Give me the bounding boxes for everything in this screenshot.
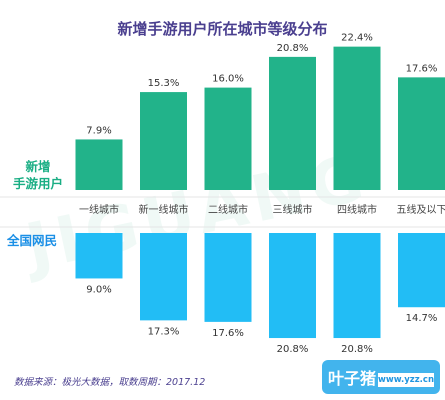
bar-bottom-value-3: 17.6% — [212, 328, 244, 339]
bar-bottom-3 — [204, 233, 252, 322]
bar-top-value-1: 7.9% — [86, 125, 111, 136]
bar-bottom-value-5: 20.8% — [341, 344, 373, 355]
bar-bottom-1 — [75, 233, 123, 279]
watermark-url: www.yzz.cn — [378, 373, 434, 387]
category-label-3: 二线城市 — [208, 203, 248, 216]
top-series-label: 新增 手游用户 — [4, 158, 72, 192]
category-label-6: 五线及以下 — [397, 203, 445, 216]
category-label-2: 新一线城市 — [139, 203, 189, 216]
bar-top-3 — [204, 87, 252, 190]
bar-bottom-2 — [140, 233, 187, 321]
top-series-label-line2: 手游用户 — [12, 176, 63, 191]
bar-top-2 — [140, 92, 187, 190]
bar-bottom-4 — [269, 233, 316, 339]
bar-top-value-3: 16.0% — [212, 74, 244, 85]
chart-title: 新增手游用户所在城市等级分布 — [117, 20, 328, 38]
bar-top-value-5: 22.4% — [341, 33, 373, 44]
top-series-label-line1: 新增 — [25, 159, 51, 174]
bar-bottom-value-1: 9.0% — [86, 284, 111, 295]
watermark-badge: 叶子猪 www.yzz.cn — [322, 360, 440, 394]
watermark-brand: 叶子猪 — [328, 369, 377, 388]
bar-top-1 — [75, 139, 123, 190]
bar-bottom-value-4: 20.8% — [277, 344, 309, 355]
bar-bottom-5 — [333, 233, 381, 339]
bottom-series-label: 全国网民 — [6, 233, 57, 248]
bar-top-value-6: 17.6% — [406, 63, 438, 74]
bar-top-value-4: 20.8% — [277, 43, 309, 54]
category-label-1: 一线城市 — [79, 203, 119, 216]
source-footnote: 数据来源：极光大数据，取数周期：2017.12 — [14, 377, 206, 388]
bar-bottom-6 — [398, 233, 445, 308]
category-label-4: 三线城市 — [273, 203, 313, 216]
category-label-5: 四线城市 — [337, 203, 377, 216]
bar-top-4 — [269, 56, 316, 190]
bar-bottom-value-6: 14.7% — [406, 313, 438, 324]
bar-top-5 — [333, 46, 381, 190]
bar-top-value-2: 15.3% — [148, 78, 180, 89]
bar-top-6 — [398, 77, 445, 190]
bar-bottom-value-2: 17.3% — [148, 326, 180, 337]
